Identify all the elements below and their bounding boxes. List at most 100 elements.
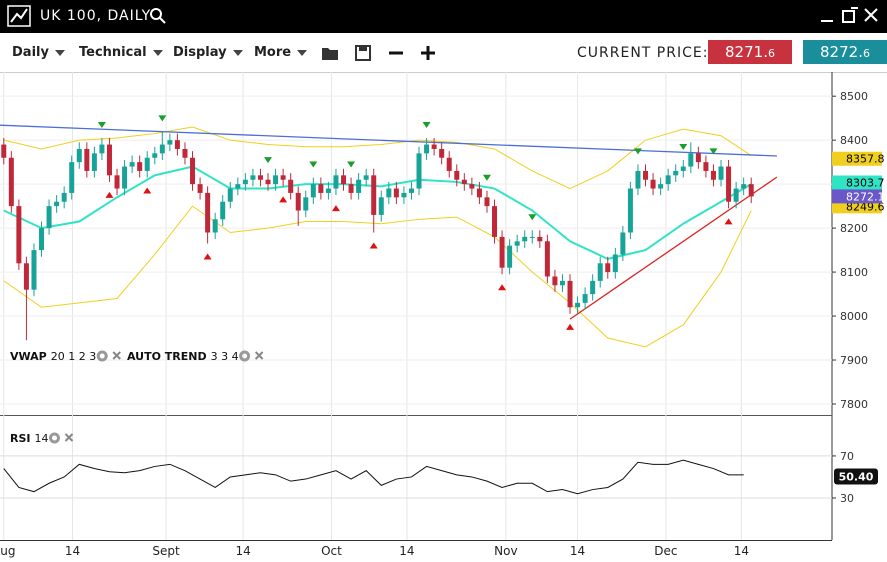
- price-label-box: [832, 175, 882, 190]
- candle-body: [356, 179, 362, 193]
- sell-signal: [347, 161, 356, 168]
- main-plot: [0, 115, 778, 348]
- candle-body: [582, 294, 588, 303]
- chart: Aug 14 Sept 14 Oct 14 Nov 14 Dec 14 7800 7900 8000 81…: [0, 72, 885, 558]
- sell-signal: [264, 157, 273, 164]
- candle-body: [484, 197, 490, 207]
- candle-body: [446, 157, 452, 171]
- menu[interactable]: More: [254, 45, 307, 60]
- candle-body: [597, 263, 603, 281]
- candle-body: [575, 302, 581, 308]
- candle-body: [257, 175, 263, 180]
- candle-body: [635, 170, 641, 189]
- candle-body: [325, 188, 331, 193]
- candle-body: [552, 276, 558, 286]
- candle-body: [159, 144, 165, 154]
- toolbar: Daily Technical Display More CURRENT PRI…: [0, 33, 887, 73]
- y-tick-label: 8200: [840, 222, 868, 235]
- candle-body: [99, 144, 105, 154]
- candle-body: [76, 148, 82, 163]
- y-tick-label: 7800: [840, 398, 868, 411]
- candle-body: [469, 184, 475, 189]
- candle-body: [378, 197, 384, 215]
- y-tick-label: 8000: [840, 310, 868, 323]
- candle-body: [665, 175, 671, 185]
- indicator-name: VWAP: [10, 350, 47, 363]
- sell-signal: [482, 174, 491, 181]
- candle-body: [439, 148, 445, 158]
- close-icon[interactable]: [64, 433, 74, 442]
- indicator-label: AUTO TREND 3 3 4: [127, 350, 239, 363]
- candle-body: [265, 179, 271, 185]
- sell-signal: [709, 148, 718, 155]
- candle-body: [695, 153, 701, 163]
- candle-body: [741, 184, 747, 189]
- tool-icons[interactable]: [318, 38, 443, 68]
- price-label-box: [832, 189, 882, 204]
- candle-body: [673, 170, 679, 176]
- candle-body: [507, 245, 513, 268]
- menu[interactable]: Technical: [79, 45, 163, 60]
- title: UK 100, DAILY: [40, 8, 152, 24]
- sell-pip: 6: [767, 47, 775, 60]
- candle-body: [333, 175, 339, 189]
- candle-body: [492, 206, 498, 237]
- rsi-plot: [3, 459, 744, 495]
- x-tick-label: Nov: [494, 544, 517, 558]
- buy-signal: [724, 218, 733, 225]
- x-tick-label: 14: [65, 544, 80, 558]
- settings-icon[interactable]: [239, 350, 251, 362]
- buy-pip: 6: [862, 47, 870, 60]
- buy-price[interactable]: 8272.6: [803, 40, 887, 64]
- candle-body: [341, 175, 347, 185]
- buy-signal: [498, 284, 507, 291]
- candle-body: [197, 184, 203, 193]
- indicator-label: VWAP 20 1 2 3: [10, 350, 96, 363]
- menu[interactable]: Daily: [12, 45, 65, 60]
- candle-body: [23, 263, 29, 290]
- y-tick-label: 30: [840, 492, 854, 505]
- band-line: [3, 205, 752, 348]
- candle-body: [280, 175, 286, 180]
- buy-signal: [369, 242, 378, 249]
- close-icon[interactable]: [254, 351, 264, 360]
- settings-icon[interactable]: [96, 350, 108, 362]
- close-icon[interactable]: [112, 351, 121, 360]
- candle-body: [748, 184, 754, 197]
- candle-body: [288, 179, 294, 193]
- sell-signal: [633, 148, 642, 155]
- candle-body: [318, 184, 324, 193]
- window-icons[interactable]: [815, 0, 885, 33]
- candle-body: [454, 170, 460, 180]
- candle-body: [718, 166, 724, 180]
- price-label-box: [832, 151, 882, 166]
- price-label: 8303.7: [846, 177, 885, 190]
- candle-body: [8, 157, 14, 207]
- candle-body: [39, 228, 45, 251]
- candle-body: [529, 236, 535, 238]
- candle-body: [408, 188, 414, 193]
- candle-body: [710, 170, 716, 180]
- settings-icon[interactable]: [49, 432, 60, 444]
- rsi-value-box: [834, 468, 878, 485]
- menu[interactable]: Display: [173, 45, 243, 60]
- price-caption: CURRENT PRICE:: [577, 45, 709, 61]
- candle-body: [16, 206, 22, 264]
- candle-body: [605, 263, 611, 273]
- candle-body: [643, 170, 649, 180]
- buy-signal: [203, 253, 212, 260]
- search-icon[interactable]: [148, 6, 168, 26]
- sell-price[interactable]: 8271.6: [708, 40, 792, 64]
- candle-body: [544, 241, 550, 277]
- candle-body: [273, 175, 279, 185]
- header: UK 100, DAILY: [0, 0, 887, 33]
- buy-signal: [566, 323, 575, 330]
- candle-body: [227, 188, 233, 202]
- indicator-params: 3 3 4: [211, 350, 239, 363]
- candle-body: [220, 201, 226, 220]
- price-label: 8272.1: [846, 190, 885, 203]
- candle-body: [371, 175, 377, 215]
- x-tick-label: Dec: [654, 544, 677, 558]
- candle-body: [559, 280, 565, 286]
